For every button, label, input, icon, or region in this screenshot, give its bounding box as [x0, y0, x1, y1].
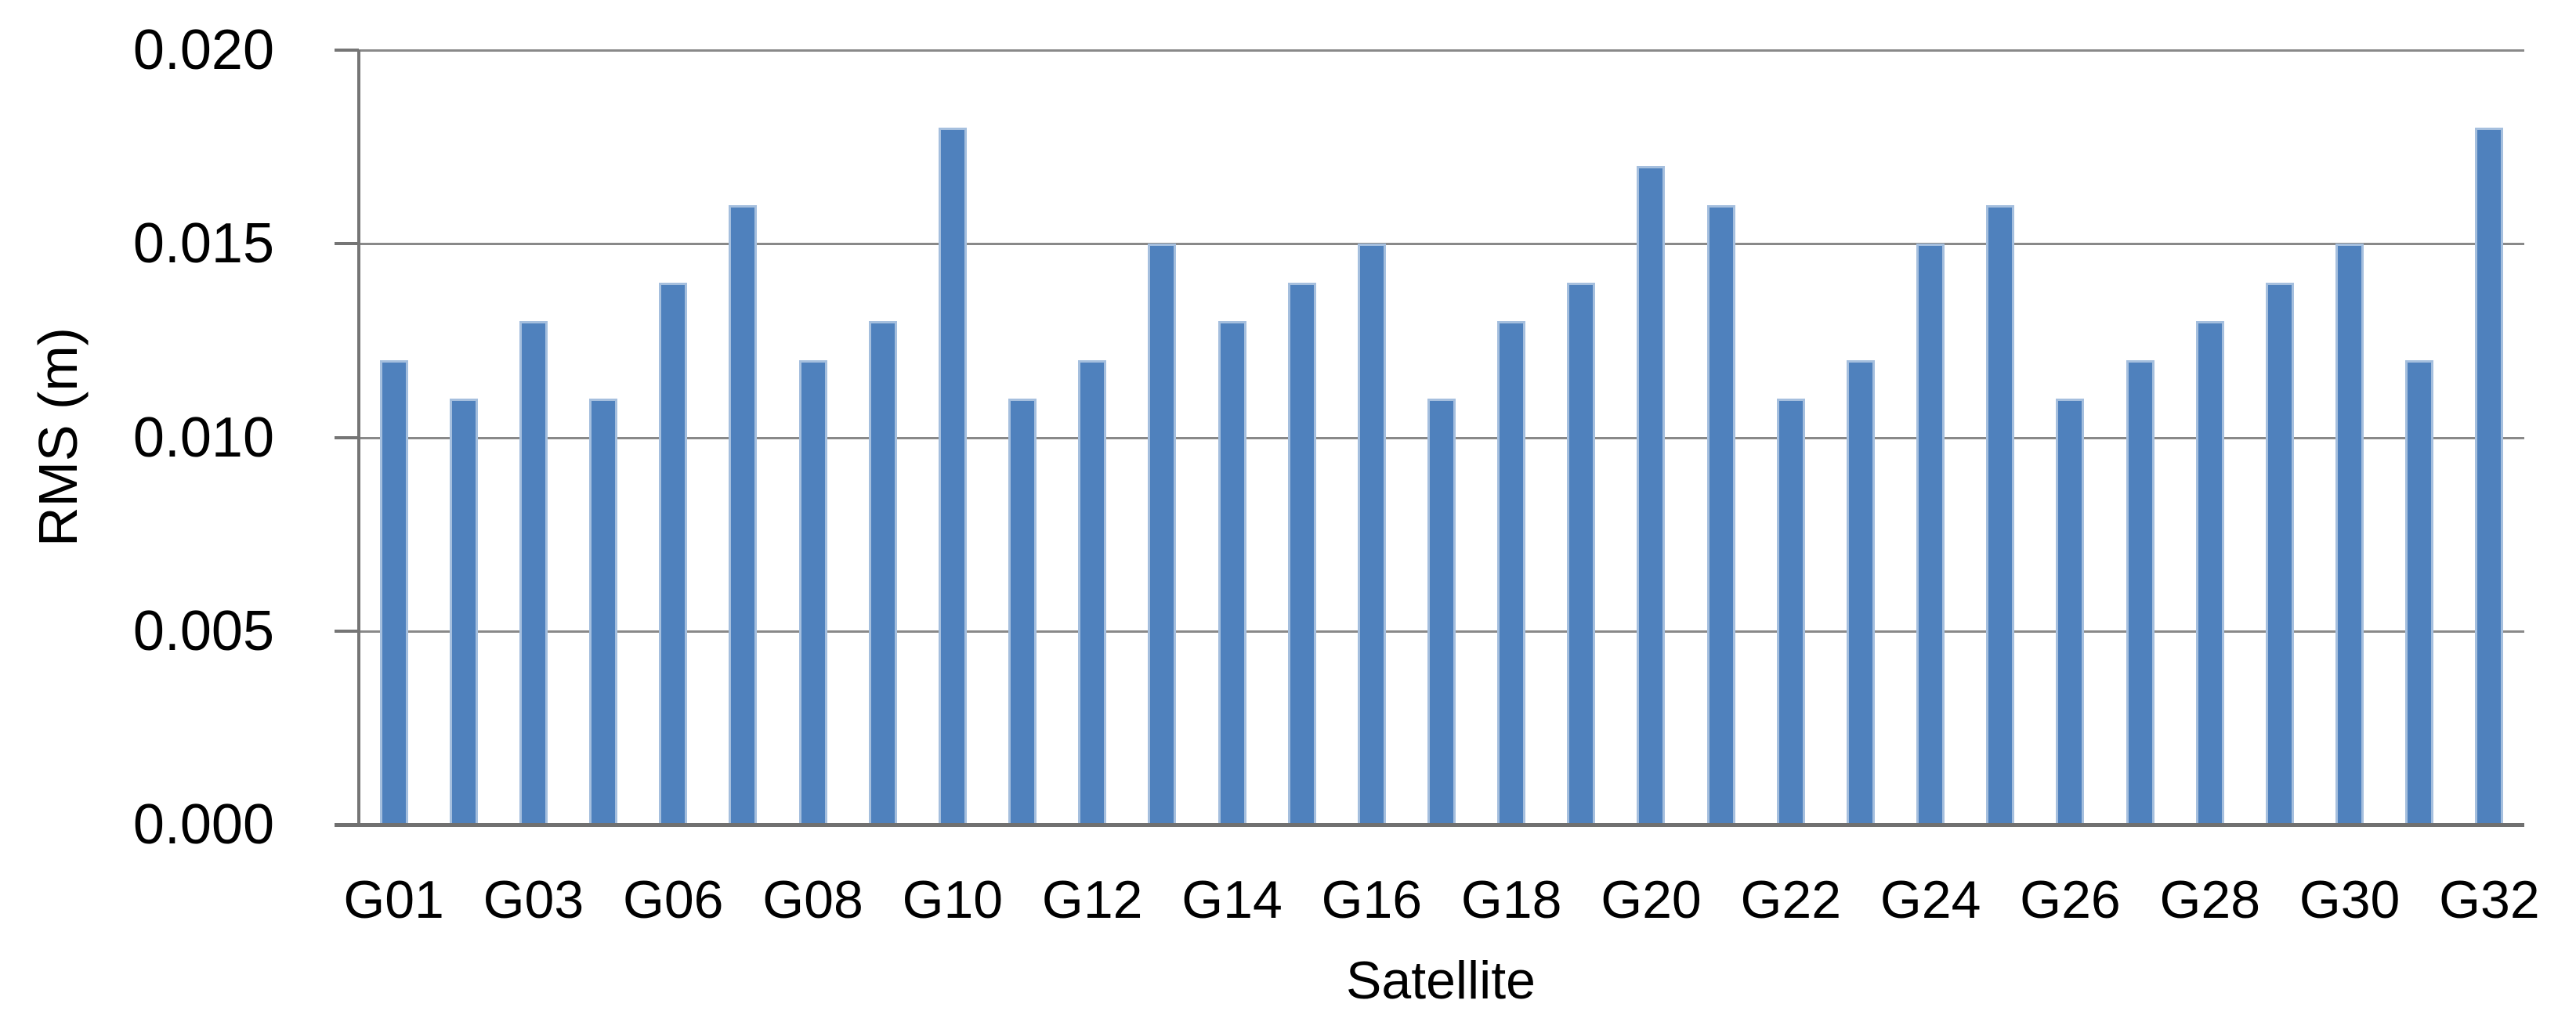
x-tick-label-G22: G22: [1740, 870, 1842, 930]
bar-G02: [449, 399, 478, 825]
bar-G18: [1497, 321, 1526, 825]
bar-G30: [2335, 244, 2364, 825]
bar-G12: [1078, 359, 1107, 825]
bar-G16: [1357, 244, 1386, 825]
y-tick-label: 0.010: [132, 406, 274, 469]
bar-G13: [1148, 244, 1177, 825]
bar-G27: [2126, 359, 2155, 825]
bar-G08: [798, 359, 827, 825]
y-axis-tick: [335, 49, 359, 52]
y-axis-line: [357, 50, 360, 826]
bar-G23: [1846, 359, 1875, 825]
x-tick-label-G10: G10: [902, 870, 1004, 930]
bar-G29: [2265, 282, 2294, 825]
bar-G28: [2195, 321, 2224, 825]
y-tick-label: 0.000: [132, 793, 274, 856]
bar-G14: [1217, 321, 1246, 825]
x-tick-label-G03: G03: [483, 870, 584, 930]
plot-area: [359, 49, 2524, 825]
x-tick-label-G01: G01: [343, 870, 444, 930]
x-tick-label-G12: G12: [1041, 870, 1143, 930]
y-tick-label: 0.005: [132, 599, 274, 663]
bar-G11: [1008, 399, 1037, 825]
bar-G26: [2056, 399, 2085, 825]
bar-G01: [379, 359, 408, 825]
bar-G25: [1986, 204, 2015, 825]
x-tick-label-G28: G28: [2159, 870, 2261, 930]
bar-G05: [589, 399, 618, 825]
y-tick-label: 0.015: [132, 212, 274, 276]
y-tick-label: 0.020: [132, 19, 274, 81]
y-axis-tick: [335, 435, 359, 439]
bar-G03: [519, 321, 548, 825]
x-tick-label-G32: G32: [2439, 870, 2540, 930]
x-tick-label-G24: G24: [1880, 870, 1981, 930]
x-axis-line: [335, 823, 2524, 827]
bar-G22: [1776, 399, 1805, 825]
x-tick-label-G08: G08: [762, 870, 863, 930]
x-tick-label-G20: G20: [1601, 870, 1702, 930]
bar-G31: [2405, 359, 2434, 825]
x-axis-title: Satellite: [1346, 951, 1536, 1010]
bar-G17: [1427, 399, 1456, 825]
gridline: [359, 49, 2524, 52]
bar-G10: [938, 127, 967, 825]
bar-G07: [729, 204, 758, 825]
x-tick-label-G14: G14: [1181, 870, 1283, 930]
bar-G15: [1287, 282, 1316, 825]
x-tick-label-G26: G26: [2020, 870, 2121, 930]
bar-G21: [1706, 204, 1735, 825]
gridline: [359, 243, 2524, 246]
y-axis-tick: [335, 242, 359, 246]
y-axis-tick: [335, 629, 359, 633]
x-tick-label-G16: G16: [1321, 870, 1423, 930]
bar-G09: [868, 321, 897, 825]
bar-G32: [2475, 127, 2504, 825]
bar-G24: [1916, 244, 1945, 825]
x-tick-label-G18: G18: [1460, 870, 1562, 930]
bar-G19: [1567, 282, 1596, 825]
bar-G06: [659, 282, 688, 825]
x-tick-label-G30: G30: [2299, 870, 2401, 930]
bar-G20: [1637, 166, 1666, 825]
x-tick-label-G06: G06: [622, 870, 724, 930]
